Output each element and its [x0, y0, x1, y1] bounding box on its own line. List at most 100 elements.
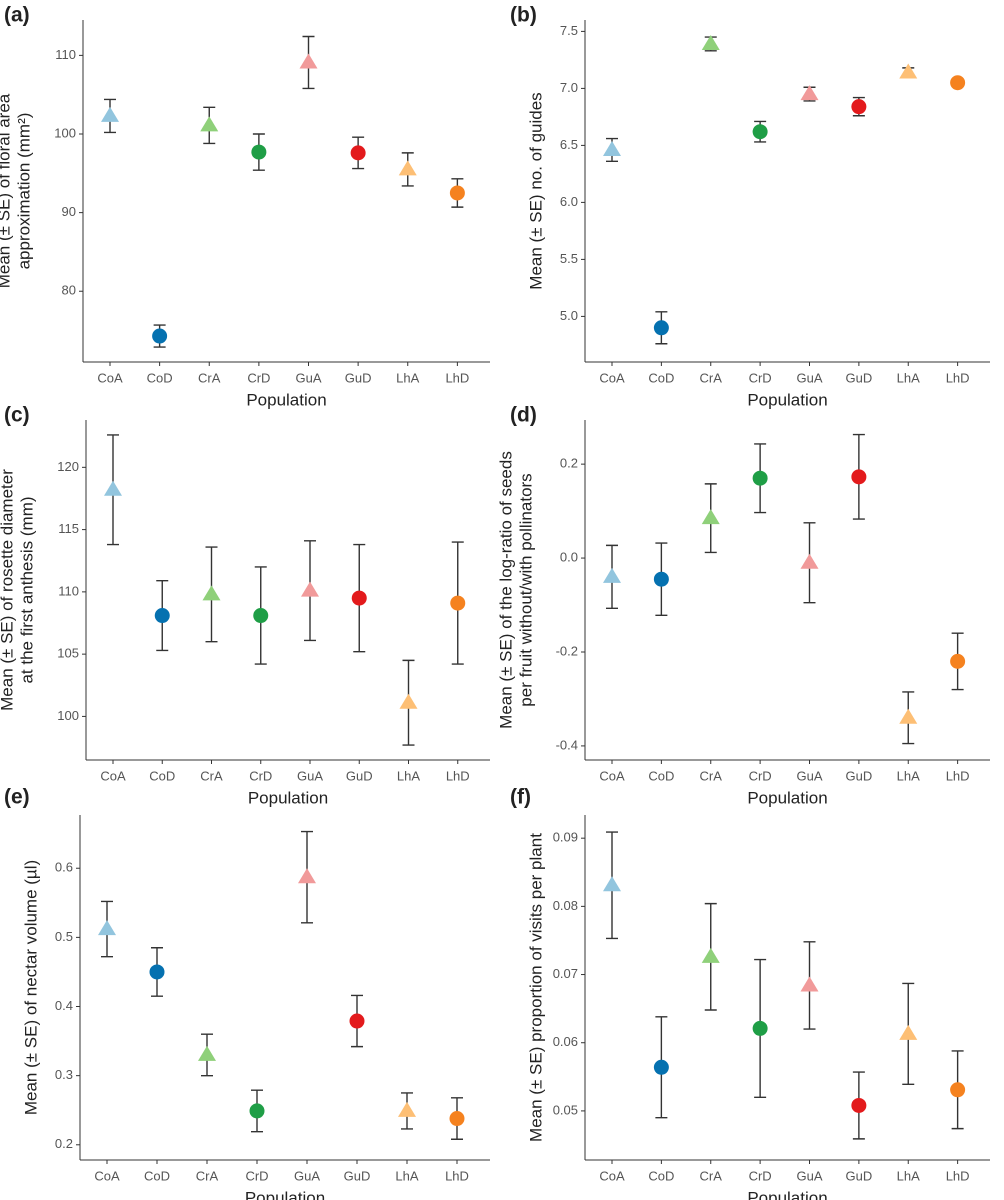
x-tick-label: CoA [599, 1168, 625, 1183]
y-tick-label: 0.6 [55, 860, 73, 875]
x-tick-label: LhD [946, 1168, 970, 1183]
marker-triangle [200, 116, 219, 132]
marker-triangle [198, 1045, 216, 1061]
y-tick-label: 0.05 [553, 1102, 578, 1117]
x-tick-label: CoA [97, 370, 123, 385]
marker-triangle [899, 1024, 918, 1040]
y-axis-label: Mean (± SE) of nectar volume (µl) [21, 860, 40, 1115]
x-tick-label: GuA [295, 370, 321, 385]
x-tick-label: GuD [346, 768, 373, 783]
y-tick-label: 0.09 [553, 830, 578, 845]
x-tick-label: CrD [245, 1168, 268, 1183]
y-axis-label: per fruit without/with pollinators [516, 473, 535, 706]
y-tick-label: 5.0 [560, 308, 578, 323]
x-axis-label: Population [747, 390, 827, 409]
y-tick-label: 105 [57, 646, 79, 661]
y-tick-label: 100 [54, 125, 76, 140]
marker-triangle [101, 106, 119, 122]
x-tick-label: CoD [147, 370, 173, 385]
marker-triangle [603, 876, 621, 892]
x-tick-label: GuA [796, 1168, 822, 1183]
x-tick-label: GuA [297, 768, 323, 783]
marker-circle [950, 653, 966, 669]
panel-label: (e) [4, 786, 30, 809]
panel-label: (d) [510, 404, 537, 427]
x-axis-label: Population [246, 390, 326, 409]
marker-circle [449, 185, 465, 201]
y-tick-label: 115 [58, 521, 79, 536]
panel-label: (f) [510, 786, 531, 809]
x-tick-label: CoD [144, 1168, 170, 1183]
y-tick-label: 80 [62, 283, 76, 298]
x-tick-label: CoD [648, 370, 674, 385]
y-tick-label: 0.3 [55, 1067, 73, 1082]
panel-label: (b) [510, 4, 537, 27]
x-tick-label: CrA [700, 768, 723, 783]
x-tick-label: CrA [200, 768, 223, 783]
marker-circle [350, 145, 366, 161]
x-tick-label: CrA [700, 370, 723, 385]
marker-triangle [398, 160, 417, 176]
x-axis-label: Population [747, 788, 827, 807]
x-tick-label: GuD [846, 1168, 873, 1183]
y-tick-label: 7.0 [560, 80, 578, 95]
marker-circle [851, 99, 867, 115]
x-tick-label: CoA [599, 370, 625, 385]
marker-triangle [800, 85, 819, 101]
marker-triangle [899, 708, 918, 724]
y-tick-label: 0.06 [553, 1034, 578, 1049]
x-tick-label: LhD [946, 768, 970, 783]
x-tick-label: LhA [897, 370, 920, 385]
marker-circle [152, 328, 168, 344]
marker-circle [653, 571, 669, 587]
y-tick-label: 0.08 [553, 898, 578, 913]
x-tick-label: CoA [94, 1168, 120, 1183]
marker-triangle [603, 140, 621, 156]
marker-triangle [701, 34, 720, 50]
marker-circle [752, 124, 768, 140]
x-tick-label: LhA [897, 768, 920, 783]
marker-triangle [298, 868, 316, 884]
marker-triangle [98, 920, 116, 936]
x-tick-label: LhA [395, 1168, 418, 1183]
y-tick-label: 110 [55, 47, 76, 62]
x-tick-label: CoA [599, 768, 625, 783]
marker-triangle [899, 63, 918, 79]
x-axis-label: Population [245, 1188, 325, 1200]
x-tick-label: CoD [149, 768, 175, 783]
x-tick-label: LhD [446, 768, 470, 783]
marker-triangle [701, 509, 720, 525]
marker-triangle [399, 693, 418, 709]
x-tick-label: CoD [648, 1168, 674, 1183]
y-tick-label: 100 [57, 708, 79, 723]
y-axis-label: Mean (± SE) proportion of visits per pla… [526, 833, 545, 1142]
y-tick-label: -0.2 [556, 643, 578, 658]
x-tick-label: LhD [946, 370, 970, 385]
x-tick-label: GuD [846, 370, 873, 385]
marker-circle [253, 608, 269, 624]
y-axis-label: Mean (± SE) of the log-ratio of seeds [496, 451, 515, 729]
x-axis-label: Population [747, 1188, 827, 1200]
x-tick-label: CrD [749, 370, 772, 385]
y-axis-label: at the first anthesis (mm) [17, 496, 36, 683]
marker-circle [752, 470, 768, 486]
marker-triangle [202, 585, 221, 601]
y-axis-label: Mean (± SE) of floral area [0, 93, 13, 288]
y-tick-label: 0.4 [55, 998, 73, 1013]
x-tick-label: GuD [846, 768, 873, 783]
marker-triangle [701, 947, 720, 963]
y-tick-label: 0.2 [560, 456, 578, 471]
y-tick-label: 6.0 [560, 194, 578, 209]
marker-circle [653, 1059, 669, 1075]
x-tick-label: LhA [397, 768, 420, 783]
x-tick-label: CrD [249, 768, 272, 783]
marker-triangle [299, 53, 318, 69]
y-axis-label: Mean (± SE) no. of guides [526, 92, 545, 289]
y-axis-label: Mean (± SE) of rosette diameter [0, 469, 16, 711]
marker-circle [752, 1020, 768, 1036]
x-tick-label: CoD [648, 768, 674, 783]
x-tick-label: GuA [796, 768, 822, 783]
marker-circle [251, 144, 267, 160]
x-tick-label: CrA [196, 1168, 219, 1183]
